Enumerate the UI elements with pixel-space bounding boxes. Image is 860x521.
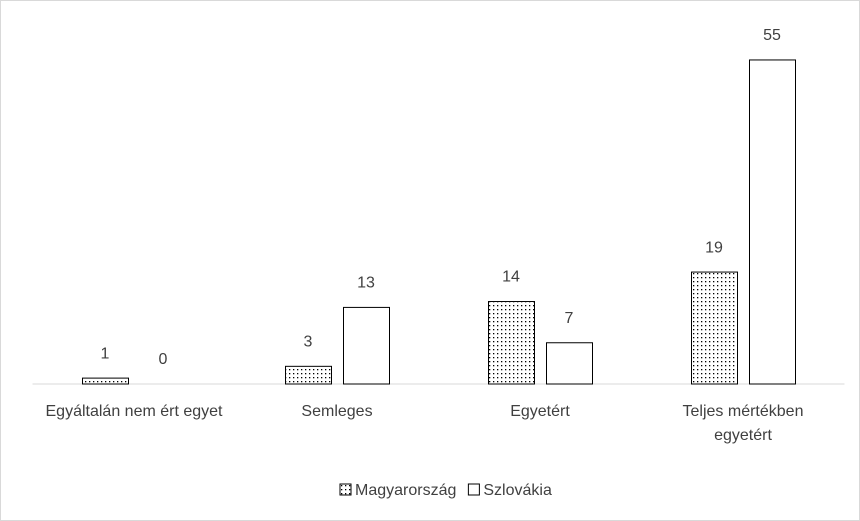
x-tick-label: Egyáltalán nem ért egyet [45,403,223,420]
legend-label: Magyarország [355,482,456,499]
x-tick-label: Egyetért [510,403,570,420]
bar [691,271,738,385]
data-label: 7 [565,310,574,327]
bar [285,365,332,385]
x-tick-label: Teljes mértékben egyetért [682,403,804,444]
data-label: 14 [502,269,520,286]
bar [749,59,796,385]
data-label: 19 [705,239,723,256]
bar [488,301,535,385]
bar [546,342,593,385]
legend-swatch [467,483,480,496]
bar [343,306,390,385]
data-label: 55 [763,27,781,44]
legend-label: Szlovákia [483,482,552,499]
x-tick-label: Semleges [301,403,373,420]
data-label: 13 [357,275,375,292]
bar [82,377,129,385]
data-label: 3 [304,334,313,351]
legend-swatch [339,483,352,496]
data-label: 0 [159,351,168,368]
data-label: 1 [101,345,110,362]
